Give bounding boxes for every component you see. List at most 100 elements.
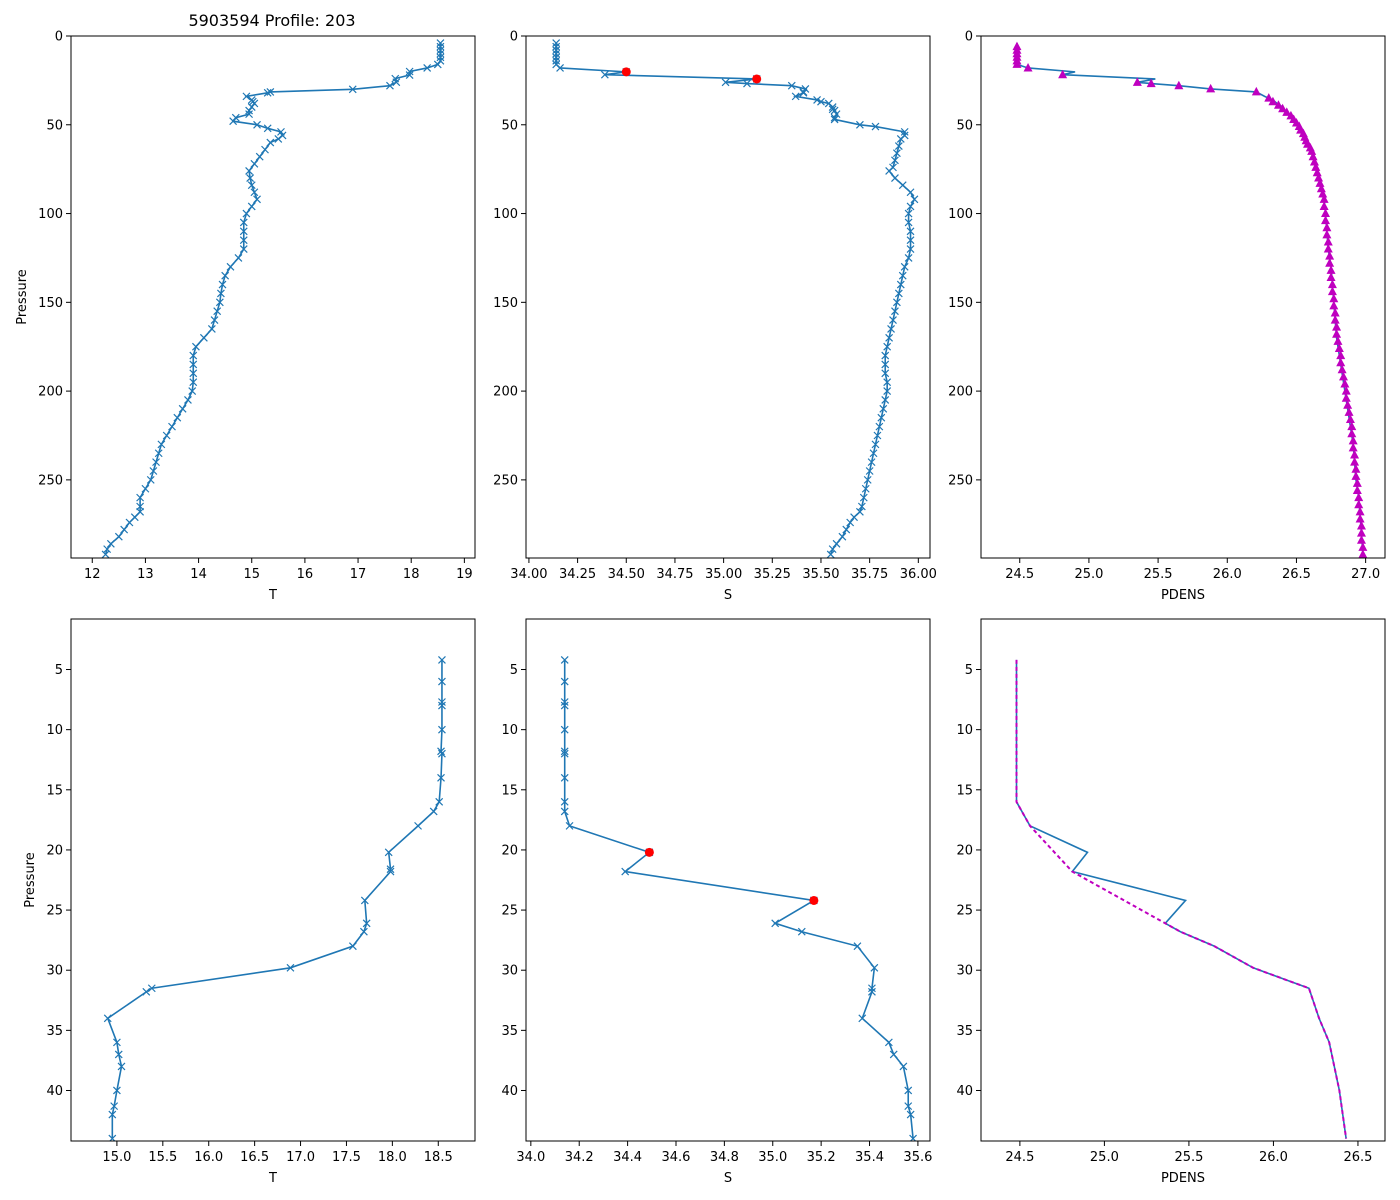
x-marker — [906, 202, 915, 211]
y-tick-label: 35 — [501, 1024, 518, 1039]
plot-area-full-S — [552, 39, 919, 558]
triangle-marker — [1326, 265, 1336, 274]
y-tick-label: 50 — [46, 118, 63, 133]
x-marker — [405, 67, 414, 76]
triangle-marker — [1356, 528, 1366, 537]
x-tick-label: 25.0 — [1090, 1150, 1119, 1165]
x-marker — [245, 110, 254, 119]
triangle-marker — [1307, 146, 1317, 155]
triangle-marker — [1344, 407, 1354, 416]
x-tick-label: 34.25 — [559, 567, 596, 582]
subplot-full-S: 34.00 34.25 34.50 34.75 35.00 35.25 35.50 35.75… — [493, 30, 937, 604]
y-tick-label: 200 — [38, 385, 63, 400]
x-marker — [157, 440, 166, 449]
x-tick-label: 34.0 — [516, 1150, 545, 1165]
x-marker — [894, 289, 903, 298]
series-flagged — [621, 67, 762, 84]
plot-area-full-PDENS — [1012, 41, 1368, 558]
x-marker — [868, 984, 876, 993]
triangle-marker — [1332, 329, 1342, 338]
triangle-marker — [1206, 83, 1216, 93]
x-marker — [433, 60, 442, 69]
x-marker — [900, 262, 909, 271]
x-tick-label: 26.5 — [1343, 1150, 1372, 1165]
x-tick-label: 16.0 — [194, 1150, 223, 1165]
x-marker — [871, 122, 880, 131]
x-marker — [906, 1110, 915, 1119]
triangle-marker — [1318, 189, 1328, 198]
triangle-marker — [1343, 400, 1353, 409]
x-marker — [817, 97, 825, 106]
axes-frame — [525, 618, 931, 1142]
triangle-marker — [1319, 194, 1329, 203]
x-marker — [184, 396, 192, 404]
y-tick-label: 250 — [948, 473, 973, 488]
x-marker — [239, 245, 248, 253]
y-tick-label: 150 — [493, 296, 518, 311]
x-marker — [873, 431, 882, 440]
x-marker — [869, 449, 878, 458]
x-marker — [799, 88, 808, 97]
y-tick-label: 5 — [965, 663, 973, 678]
triangle-marker — [1347, 428, 1357, 438]
x-marker — [114, 1050, 123, 1059]
triangle-marker — [1358, 542, 1368, 551]
x-marker — [168, 422, 176, 431]
triangle-marker — [1355, 506, 1365, 516]
triangle-marker — [1058, 69, 1068, 79]
triangle-marker — [1352, 485, 1362, 495]
triangle-marker — [1356, 535, 1366, 544]
x-tick-label: 35.4 — [855, 1150, 884, 1165]
x-marker — [189, 351, 198, 360]
x-marker — [859, 493, 868, 502]
x-marker — [438, 698, 446, 706]
x-marker — [250, 99, 259, 108]
series-line — [104, 43, 442, 555]
x-tick-label: 24.5 — [1005, 1150, 1034, 1165]
x-marker — [552, 42, 561, 51]
x-marker — [865, 467, 874, 475]
x-marker — [114, 532, 123, 541]
x-tick-label: 17 — [350, 567, 367, 582]
triangle-marker — [1356, 521, 1366, 530]
y-tick-label: 30 — [956, 964, 973, 979]
x-marker — [152, 458, 160, 467]
x-marker — [286, 963, 295, 972]
x-marker — [162, 431, 171, 440]
x-axis-label: T — [268, 588, 277, 603]
y-axis-label: Pressure — [23, 852, 38, 908]
y-tick-label: 100 — [493, 207, 518, 222]
subplot-zoom-T: 15.0 15.5 16.0 16.5 17.0 17.5 18.0 18.5 5 10 15 20 2… — [23, 618, 476, 1186]
y-tick-label: 25 — [501, 904, 518, 919]
x-marker — [242, 209, 251, 218]
x-marker — [879, 404, 888, 413]
y-tick-label: 25 — [956, 904, 973, 919]
triangle-marker — [1323, 244, 1333, 253]
x-marker — [263, 88, 272, 97]
x-marker — [904, 218, 913, 227]
subplot-grid: 12 13 14 15 16 17 18 19050100150200250TPressure… — [15, 30, 1386, 1186]
x-marker — [857, 502, 866, 511]
x-marker — [437, 773, 445, 782]
x-marker — [142, 987, 151, 996]
y-tick-label: 200 — [948, 385, 973, 400]
x-tick-label: 35.75 — [851, 567, 888, 582]
x-marker — [883, 387, 892, 396]
x-marker — [842, 525, 851, 534]
y-tick-label: 50 — [501, 118, 518, 133]
x-tick-label: 34.4 — [613, 1150, 642, 1165]
x-tick-label: 15.0 — [102, 1150, 131, 1165]
x-marker — [436, 49, 445, 58]
y-tick-label: 10 — [46, 723, 63, 738]
triangle-marker — [1309, 157, 1319, 166]
triangle-marker — [1351, 471, 1361, 480]
y-tick-label: 0 — [965, 30, 973, 45]
x-marker — [435, 797, 444, 806]
x-marker — [771, 919, 780, 928]
x-marker — [892, 149, 901, 158]
x-marker — [263, 124, 272, 133]
triangle-marker — [1273, 100, 1283, 109]
triangle-marker — [1325, 251, 1335, 260]
x-marker — [560, 698, 569, 706]
